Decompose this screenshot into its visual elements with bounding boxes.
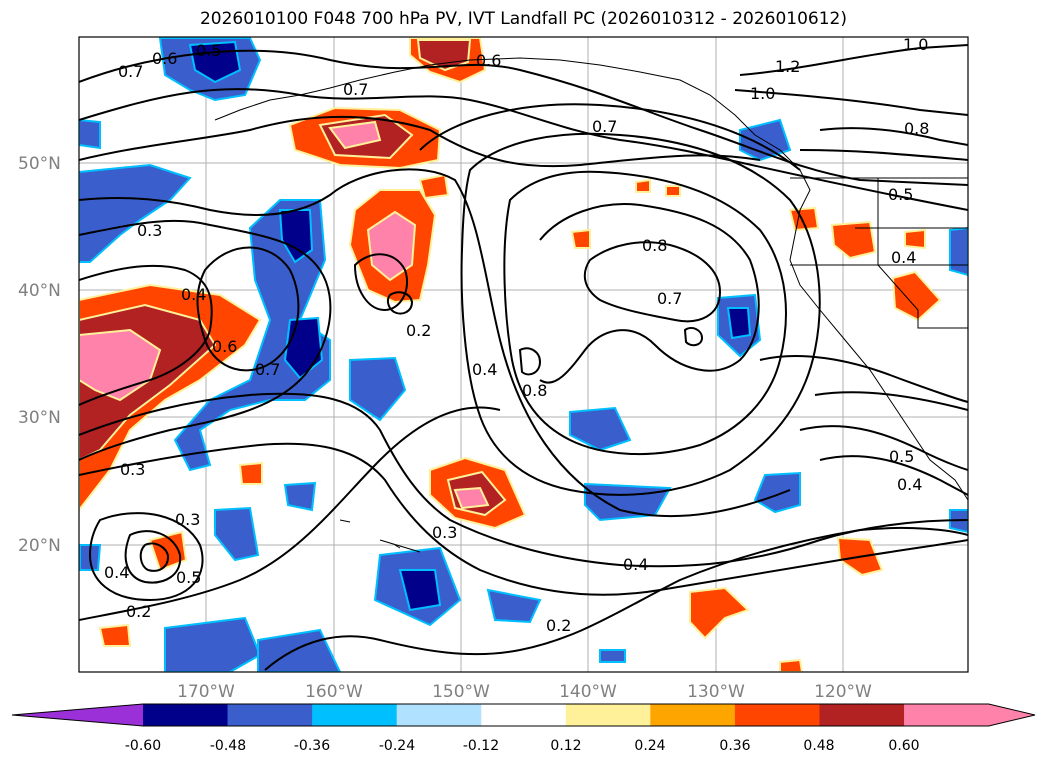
map-title: 2026010100 F048 700 hPa PV, IVT Landfall… [199,9,847,29]
contour-label: 0.6 [152,49,177,68]
colorbar-bin [734,704,820,726]
contour-label: 0.3 [120,460,145,479]
colorbar-label: 0.48 [803,738,834,754]
contour-label: 0.8 [522,381,547,400]
lon-tick-label: 140°W [559,682,617,702]
negative-pv-patches [79,37,968,672]
colorbar-label: -0.24 [379,738,415,754]
contour-label: 0.4 [623,555,648,574]
contour-label: 0.2 [126,602,151,621]
lon-tick-label: 160°W [305,682,363,702]
contour-label: 0.5 [196,41,221,60]
colorbar-bin [819,704,905,726]
contour-label: 0.4 [472,360,497,379]
colorbar-label: 0.36 [719,738,750,754]
colorbar-label: 0.12 [550,738,581,754]
colorbar-bin [227,704,313,726]
contour-label: 0.5 [888,185,913,204]
contour-label: 0.6 [476,51,501,70]
contour-label: 1.0 [903,35,928,54]
lon-tick-label: 170°W [177,682,235,702]
latitude-labels: 50°N 40°N 30°N 20°N [18,154,61,556]
contour-label: 0.4 [104,563,129,582]
colorbar-label: -0.48 [210,738,246,754]
colorbar-label: -0.12 [463,738,499,754]
contour-label: 0.3 [432,523,457,542]
lat-tick-label: 40°N [18,281,61,301]
colorbar-outline [11,703,1036,727]
coastlines [214,57,968,553]
lon-tick-label: 150°W [432,682,490,702]
colorbar-label: -0.36 [294,738,330,754]
map-border [78,36,969,673]
contour-label: 0.2 [406,321,431,340]
lat-tick-label: 50°N [18,154,61,174]
colorbar-bin [904,704,990,726]
lon-tick-label: 130°W [687,682,745,702]
colorbar-label: 0.24 [634,738,665,754]
contour-lines [79,44,968,671]
colorbar-extend-max [988,704,1035,726]
contour-label: 1.2 [775,57,800,76]
contour-label: 0.8 [642,236,667,255]
lat-tick-label: 20°N [18,536,61,556]
colorbar-bin [396,704,482,726]
contour-label: 0.7 [255,360,280,379]
contour-label: 0.3 [137,221,162,240]
colorbar-label: 0.60 [888,738,919,754]
longitude-labels: 170°W 160°W 150°W 140°W 130°W 120°W [177,682,872,702]
contour-label: 0.5 [176,568,201,587]
colorbar-bin [565,704,651,726]
contour-label: 0.2 [546,616,571,635]
colorbar-extend-min [12,704,143,726]
colorbar-label: -0.60 [125,738,161,754]
lat-tick-label: 30°N [18,408,61,428]
lon-tick-label: 120°W [814,682,872,702]
contour-label: 0.7 [343,80,368,99]
contour-label: 0.3 [175,510,200,529]
contour-label: 0.6 [212,337,237,356]
colorbar-bin [481,704,567,726]
contour-label: 0.7 [118,62,143,81]
contour-label: 0.5 [889,447,914,466]
colorbar-bin [143,704,229,726]
colorbar-bin [312,704,398,726]
contour-label: 0.7 [592,117,617,136]
contour-labels: 0.6 0.5 0.7 0.7 0.6 1.0 1.2 1.0 0.7 0.8 … [104,35,929,635]
contour-label: 0.4 [891,248,916,267]
contour-label: 0.4 [181,285,206,304]
colorbar-bin [650,704,736,726]
contour-label: 0.4 [897,475,922,494]
colorbar [11,703,1036,727]
contour-label: 0.8 [904,119,929,138]
contour-label: 1.0 [750,84,775,103]
colorbar-labels: -0.60 -0.48 -0.36 -0.24 -0.12 0.12 0.24 … [125,738,920,754]
contour-label: 0.7 [657,289,682,308]
